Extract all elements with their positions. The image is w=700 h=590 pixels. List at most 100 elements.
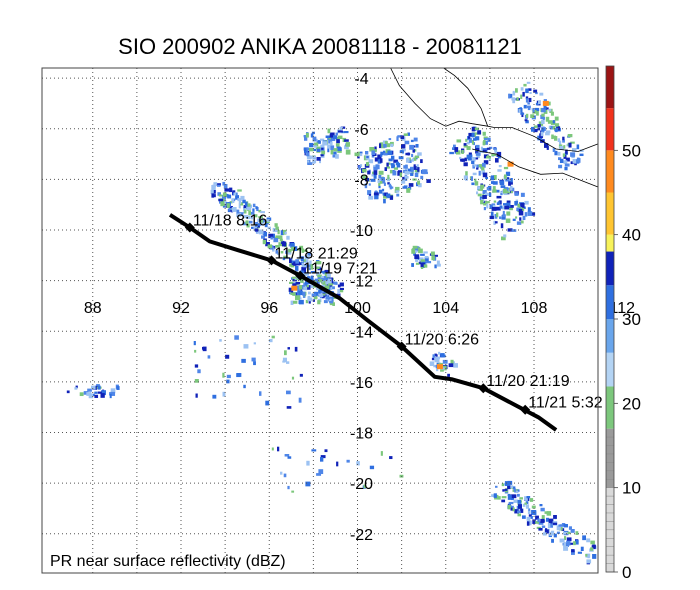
reflectivity-pixel: [311, 293, 317, 297]
reflectivity-pixel: [533, 129, 538, 133]
map-frame: [41, 67, 599, 574]
reflectivity-pixel: [490, 176, 494, 180]
reflectivity-pixel: [546, 145, 549, 150]
reflectivity-pixel: [381, 145, 385, 149]
colorbar-tick-label: 40: [622, 226, 641, 245]
reflectivity-pixel: [225, 193, 228, 198]
reflectivity-pixel: [500, 223, 504, 229]
reflectivity-pixel: [463, 143, 467, 146]
reflectivity-pixel: [413, 164, 416, 167]
reflectivity-pixel: [420, 259, 426, 263]
reflectivity-pixel: [327, 128, 331, 134]
reflectivity-pixel: [323, 280, 326, 286]
reflectivity-pixel: [493, 147, 497, 150]
reflectivity-pixel: [587, 554, 590, 559]
reflectivity-pixel: [450, 359, 454, 365]
reflectivity-pixel: [300, 285, 306, 290]
reflectivity-pixel: [359, 153, 363, 157]
reflectivity-pixel: [489, 192, 492, 197]
reflectivity-pixel: [373, 166, 378, 171]
reflectivity-pixel: [384, 141, 388, 145]
reflectivity-pixel: [538, 121, 544, 126]
reflectivity-pixel: [504, 488, 508, 491]
reflectivity-pixel: [525, 113, 529, 118]
reflectivity-pixel: [293, 246, 298, 251]
reflectivity-pixel: [354, 152, 359, 157]
reflectivity-pixel: [463, 145, 468, 148]
reflectivity-pixel: [395, 186, 400, 192]
reflectivity-pixel: [275, 226, 279, 230]
reflectivity-pixel: [110, 388, 116, 394]
reflectivity-pixel: [486, 187, 490, 191]
reflectivity-pixel: [533, 89, 538, 93]
reflectivity-pixel: [236, 373, 241, 378]
reflectivity-pixel: [545, 132, 550, 136]
reflectivity-pixel: [267, 244, 273, 249]
reflectivity-pixel: [503, 234, 507, 238]
reflectivity-pixel: [495, 189, 500, 193]
reflectivity-pixel: [528, 97, 532, 103]
reflectivity-pixel: [301, 248, 305, 253]
reflectivity-pixel: [319, 138, 325, 141]
reflectivity-pixel: [412, 149, 415, 153]
reflectivity-pixel: [97, 385, 101, 390]
reflectivity-pixel: [540, 518, 545, 523]
reflectivity-pixel: [408, 171, 412, 174]
reflectivity-pixel: [488, 156, 491, 161]
reflectivity-pixel: [420, 262, 425, 267]
reflectivity-pixel: [197, 369, 201, 374]
reflectivity-pixel: [235, 195, 240, 200]
reflectivity-pixel: [219, 339, 222, 342]
reflectivity-pixel: [517, 203, 521, 208]
reflectivity-pixel: [241, 358, 246, 363]
reflectivity-pixel: [236, 209, 240, 214]
reflectivity-pixel: [546, 107, 549, 110]
reflectivity-pixel: [563, 531, 568, 535]
reflectivity-pixel: [471, 132, 475, 138]
reflectivity-pixel: [304, 272, 310, 276]
reflectivity-pixel: [511, 229, 517, 232]
reflectivity-pixel: [561, 523, 566, 527]
reflectivity-pixel: [562, 136, 565, 141]
reflectivity-pixel: [385, 143, 390, 148]
reflectivity-pixel: [402, 186, 408, 189]
reflectivity-pixel: [537, 135, 543, 141]
reflectivity-pixel: [515, 216, 518, 219]
reflectivity-pixel: [433, 364, 438, 368]
reflectivity-pixel: [367, 170, 371, 175]
reflectivity-pixel: [337, 149, 342, 153]
reflectivity-pixel: [426, 179, 431, 183]
reflectivity-pixel: [383, 152, 388, 156]
reflectivity-pixel: [100, 393, 105, 398]
reflectivity-pixel: [313, 148, 316, 152]
reflectivity-pixel: [496, 212, 499, 218]
reflectivity-pixel: [506, 202, 511, 208]
reflectivity-pixel: [508, 93, 513, 99]
reflectivity-pixel: [541, 525, 546, 528]
reflectivity-pixel: [232, 190, 236, 193]
reflectivity-pixel: [527, 88, 532, 91]
reflectivity-pixel: [482, 190, 487, 195]
reflectivity-pixel: [386, 162, 389, 168]
reflectivity-pixel: [447, 373, 450, 377]
reflectivity-pixel: [591, 545, 596, 548]
reflectivity-pixel: [305, 132, 309, 138]
reflectivity-pixel: [283, 255, 288, 259]
reflectivity-pixel: [417, 152, 422, 156]
reflectivity-pixel: [413, 252, 416, 256]
reflectivity-pixel: [502, 210, 505, 215]
reflectivity-pixel: [502, 489, 505, 492]
reflectivity-pixel: [407, 132, 410, 136]
reflectivity-pixel: [504, 205, 510, 210]
reflectivity-pixel: [489, 204, 493, 209]
reflectivity-pixel: [545, 116, 550, 122]
reflectivity-pixel: [416, 164, 419, 169]
track-fix-label: 11/19 7:21: [303, 261, 378, 278]
reflectivity-pixel: [535, 92, 538, 95]
reflectivity-pixel: [586, 538, 591, 543]
reflectivity-pixel: [449, 151, 454, 155]
reflectivity-pixel: [411, 167, 414, 173]
reflectivity-pixel: [315, 266, 320, 269]
reflectivity-pixel: [337, 147, 342, 151]
reflectivity-pixel: [524, 496, 527, 501]
